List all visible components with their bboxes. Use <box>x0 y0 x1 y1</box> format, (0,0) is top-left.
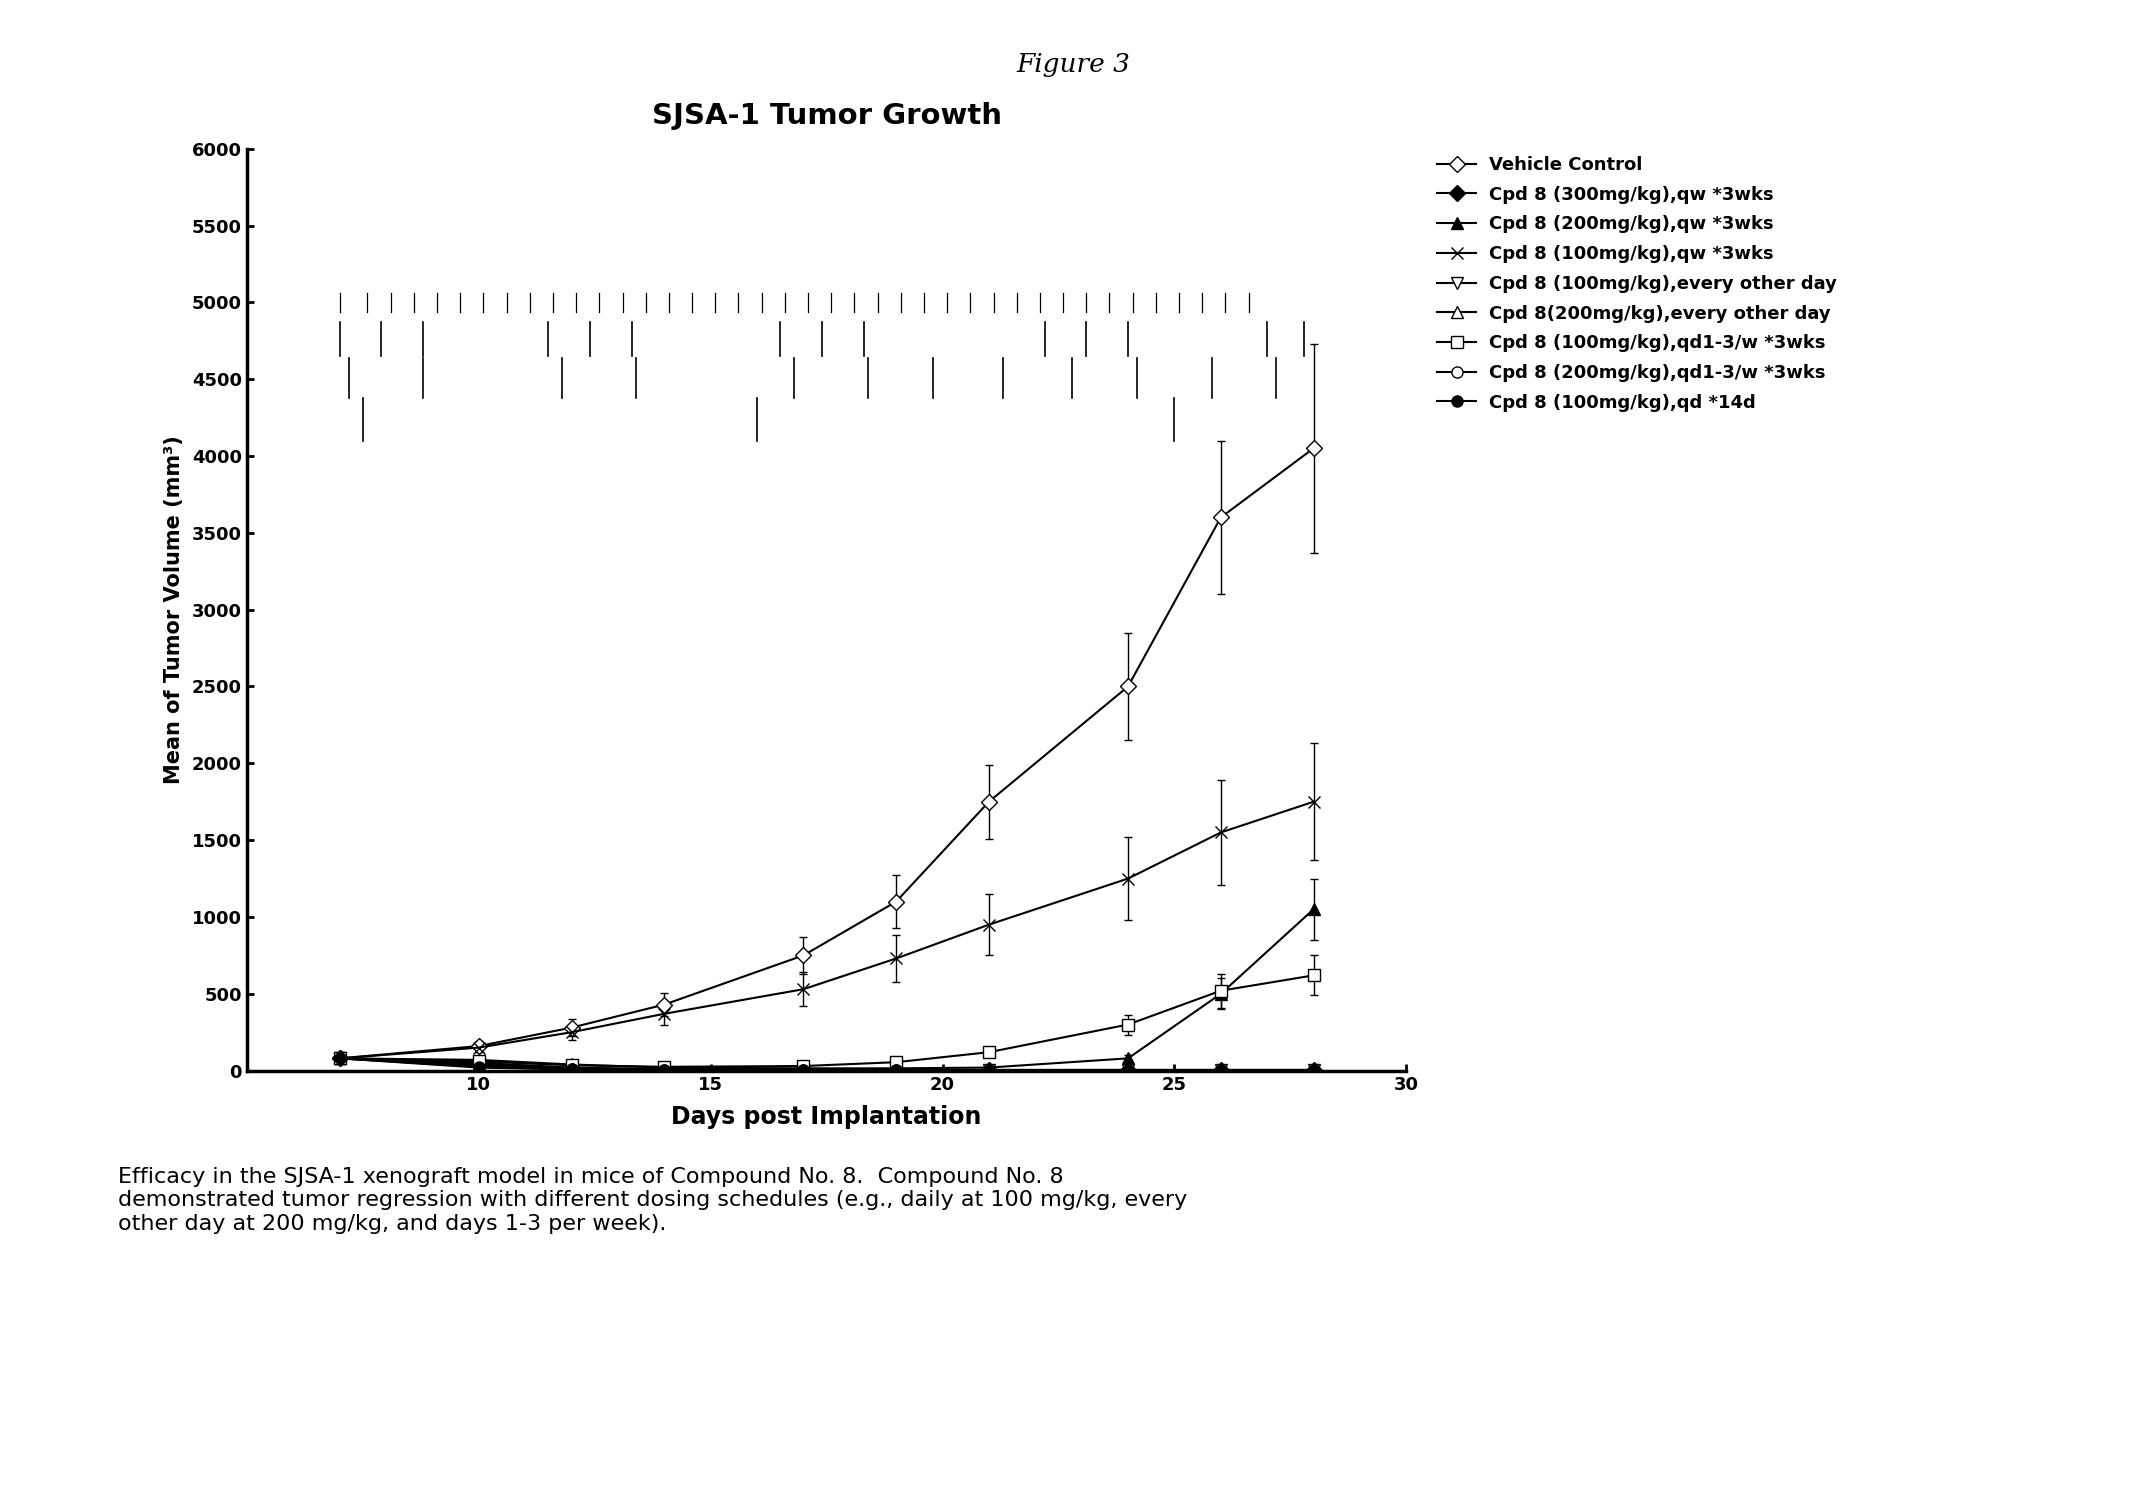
X-axis label: Days post Implantation: Days post Implantation <box>672 1105 981 1129</box>
Text: Figure 3: Figure 3 <box>1016 52 1131 77</box>
Title: SJSA-1 Tumor Growth: SJSA-1 Tumor Growth <box>651 101 1003 129</box>
Y-axis label: Mean of Tumor Volume (mm³): Mean of Tumor Volume (mm³) <box>163 436 185 784</box>
Text: Efficacy in the SJSA-1 xenograft model in mice of Compound No. 8.  Compound No. : Efficacy in the SJSA-1 xenograft model i… <box>118 1167 1187 1234</box>
Legend: Vehicle Control, Cpd 8 (300mg/kg),qw *3wks, Cpd 8 (200mg/kg),qw *3wks, Cpd 8 (10: Vehicle Control, Cpd 8 (300mg/kg),qw *3w… <box>1430 149 1844 419</box>
